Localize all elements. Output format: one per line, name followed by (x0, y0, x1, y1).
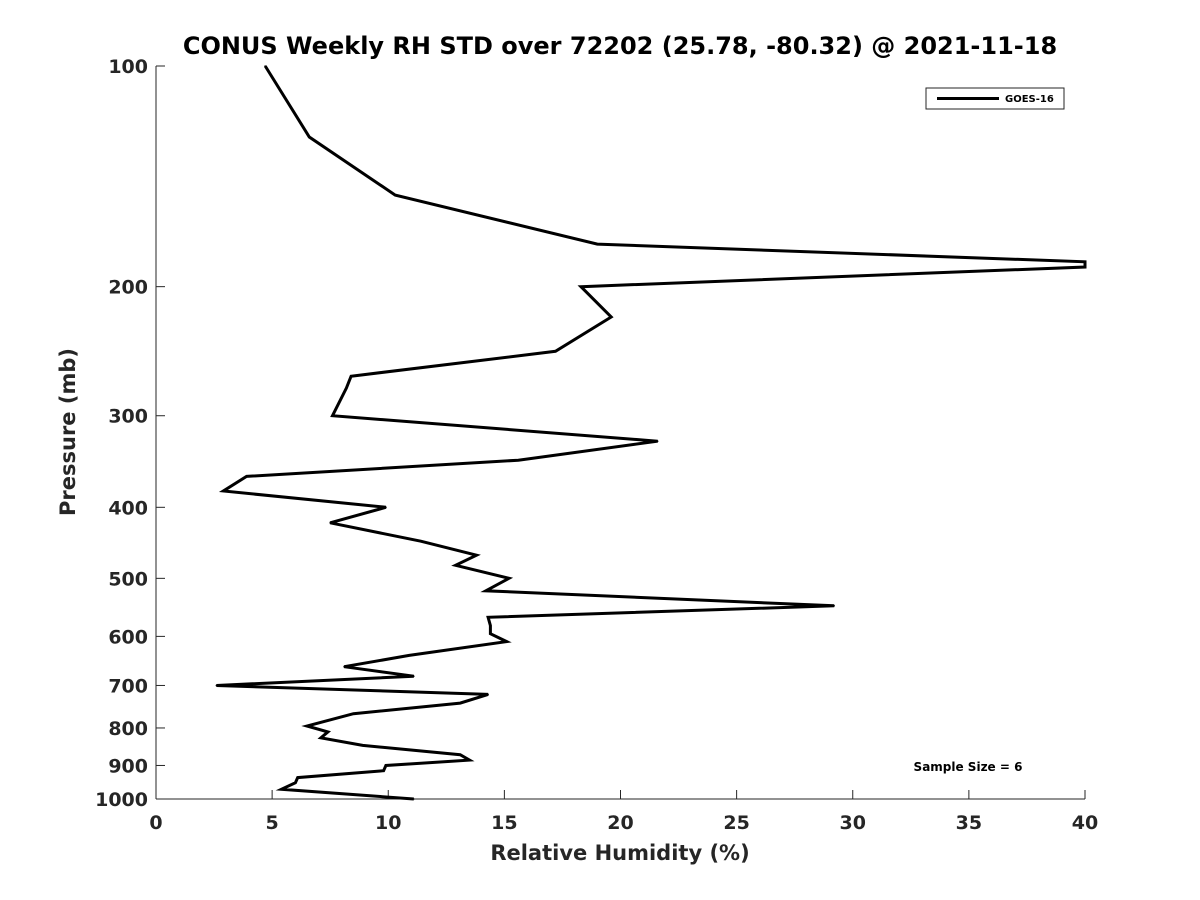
data-point (327, 731, 329, 733)
data-point (331, 414, 334, 417)
legend: GOES-16 (925, 87, 1065, 110)
data-point (484, 590, 487, 592)
data-point (352, 712, 355, 715)
data-point (489, 632, 492, 635)
data-point (468, 759, 471, 761)
data-point (350, 375, 352, 378)
sample-size-annotation: Sample Size = 6 (914, 760, 1023, 774)
y-tick-label: 900 (108, 755, 148, 777)
data-point (505, 640, 508, 643)
data-point (382, 769, 385, 772)
data-point (361, 744, 364, 747)
y-tick-label: 200 (108, 277, 148, 299)
data-point (508, 577, 510, 580)
data-point (475, 554, 478, 557)
data-point (517, 459, 520, 462)
y-tick-label: 100 (108, 56, 148, 78)
data-point (1084, 261, 1086, 263)
data-point (245, 475, 248, 478)
data-point (343, 665, 345, 668)
y-tick-label: 400 (108, 497, 148, 519)
data-point (308, 136, 311, 138)
data-point (222, 490, 225, 492)
data-point (656, 440, 659, 443)
data-point (385, 764, 387, 767)
data-point (554, 350, 557, 353)
y-tick-label: 500 (108, 568, 148, 590)
data-point (1084, 266, 1086, 268)
data-point (610, 316, 613, 318)
y-axis-label: Pressure (mb) (56, 348, 80, 516)
y-tick-label: 1000 (95, 789, 148, 811)
y-tick-label: 300 (108, 406, 148, 428)
data-point (459, 702, 462, 704)
y-tick-label: 700 (108, 675, 148, 697)
data-point (580, 285, 582, 288)
data-point (320, 736, 322, 739)
x-tick-label: 30 (840, 812, 866, 834)
data-point (408, 654, 410, 657)
data-point (596, 243, 599, 245)
data-point (385, 506, 387, 509)
x-tick-label: 20 (607, 812, 633, 834)
chart-title: CONUS Weekly RH STD over 72202 (25.78, -… (183, 32, 1057, 60)
data-point (487, 616, 489, 619)
data-point (412, 675, 415, 678)
x-tick-label: 15 (491, 812, 517, 834)
data-point (459, 753, 462, 756)
data-point (264, 65, 266, 67)
data-point (489, 624, 492, 627)
data-point (294, 781, 297, 784)
x-tick-label: 0 (149, 812, 162, 834)
data-point (412, 798, 415, 800)
legend-label-goes-16: GOES-16 (1005, 94, 1054, 105)
x-tick-label: 25 (723, 812, 749, 834)
data-point (306, 725, 308, 727)
data-point (419, 540, 422, 543)
data-point (454, 564, 457, 567)
series-line-goes-16 (216, 65, 1087, 801)
y-tick-label: 600 (108, 626, 148, 648)
data-point (329, 522, 331, 524)
x-tick-label: 10 (375, 812, 401, 834)
data-point (345, 387, 348, 389)
series-layer (215, 65, 1087, 801)
data-point (215, 684, 218, 687)
x-tick-label: 35 (956, 812, 982, 834)
axes: 0 5 10 15 20 25 30 35 40 100 200 300 400 500 600 700 800… (95, 56, 1098, 834)
x-axis-label: Relative Humidity (%) (490, 841, 749, 865)
x-tick-label: 40 (1072, 812, 1098, 834)
data-point (833, 604, 835, 607)
data-point (394, 194, 397, 196)
x-tick-label: 5 (266, 812, 279, 834)
data-point (487, 693, 489, 696)
data-point (280, 788, 283, 791)
data-point (296, 776, 299, 779)
y-tick-label: 800 (108, 718, 148, 740)
